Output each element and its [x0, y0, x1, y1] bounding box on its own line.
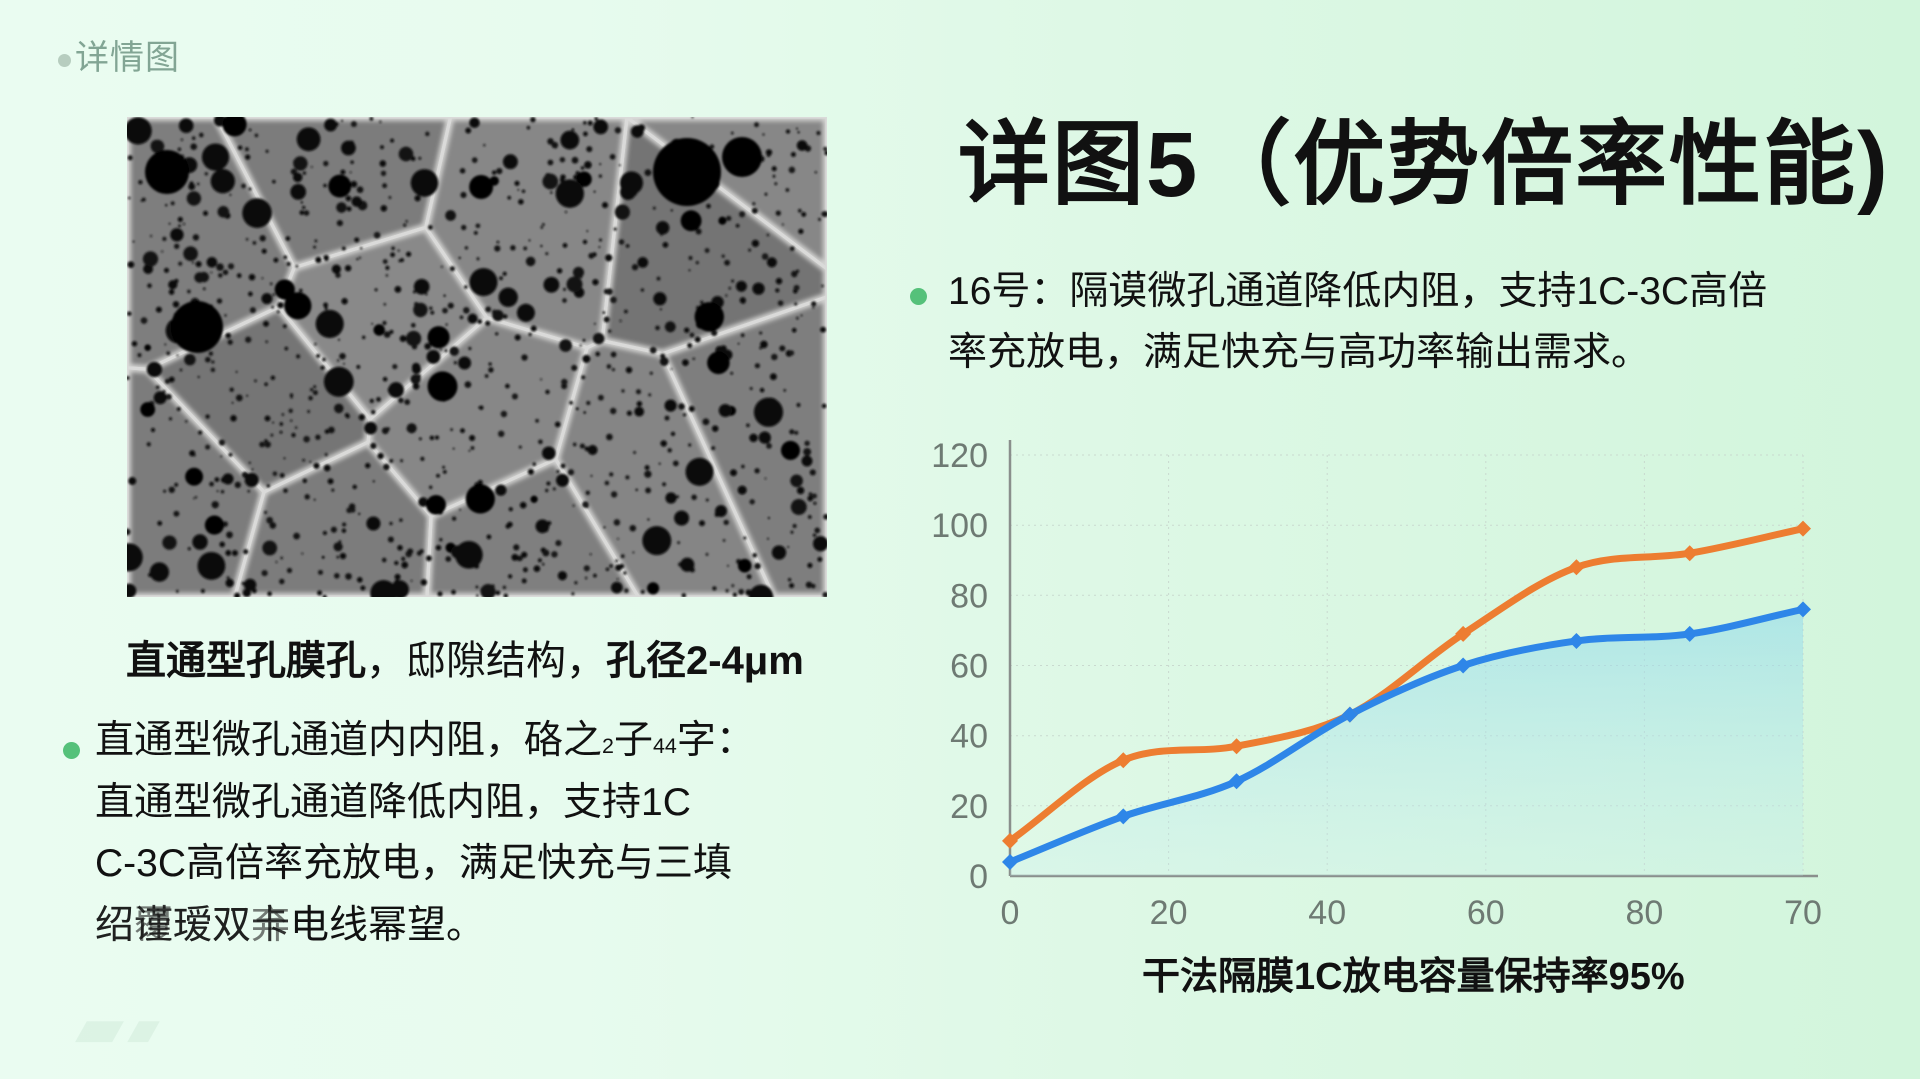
- svg-text:70: 70: [1784, 894, 1822, 932]
- svg-text:60: 60: [950, 648, 988, 686]
- svg-text:20: 20: [1150, 894, 1188, 932]
- svg-text:20: 20: [950, 788, 988, 826]
- svg-text:80: 80: [1625, 894, 1663, 932]
- svg-text:60: 60: [1467, 894, 1505, 932]
- svg-text:40: 40: [1308, 894, 1346, 932]
- svg-text:40: 40: [950, 718, 988, 756]
- svg-text:0: 0: [969, 858, 988, 896]
- svg-text:0: 0: [1001, 894, 1020, 932]
- svg-text:100: 100: [931, 507, 988, 545]
- svg-text:80: 80: [950, 577, 988, 615]
- svg-text:120: 120: [931, 437, 988, 475]
